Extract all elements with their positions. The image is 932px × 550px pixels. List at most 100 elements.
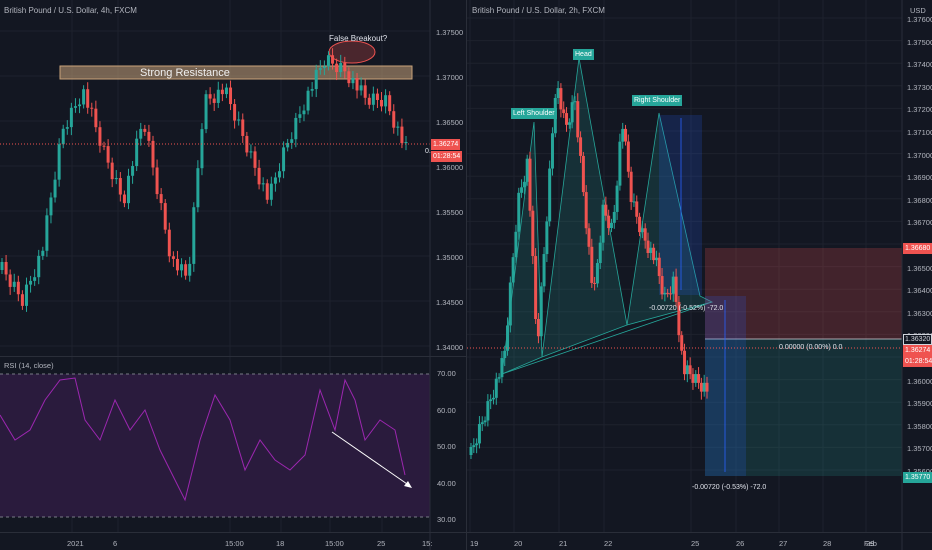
- candle-body: [306, 90, 310, 111]
- right-shoulder-label[interactable]: Right Shoulder: [632, 95, 683, 106]
- candle-body: [635, 201, 639, 217]
- candle-body: [127, 175, 131, 204]
- candle-body: [674, 276, 678, 302]
- candle-body: [671, 276, 675, 294]
- candle-body: [175, 258, 179, 271]
- candle-body: [480, 422, 484, 425]
- candle-body: [53, 179, 57, 198]
- candle-body: [500, 358, 504, 378]
- candle-body: [277, 171, 281, 178]
- candle-body: [375, 93, 379, 100]
- candle-body: [550, 133, 554, 169]
- candle-body: [159, 194, 163, 204]
- take-profit-zone[interactable]: [705, 339, 902, 476]
- candle-body: [638, 216, 642, 233]
- candle-body: [522, 181, 526, 188]
- left-price-chart[interactable]: [0, 0, 466, 550]
- candle-body: [380, 100, 384, 107]
- candle-body: [192, 207, 196, 264]
- left-last-price-tag: 1.36274: [431, 139, 461, 150]
- candle-body: [339, 62, 343, 73]
- pattern-height-box[interactable]: [659, 115, 702, 295]
- head-label[interactable]: Head: [573, 49, 594, 60]
- candle-body: [16, 281, 20, 295]
- head-and-shoulders-pattern[interactable]: [501, 57, 714, 375]
- candle-body: [98, 127, 102, 146]
- candle-body: [542, 254, 546, 287]
- target-projection-box[interactable]: [705, 296, 746, 476]
- left-time-tick: 15:: [422, 539, 433, 548]
- candle-body: [65, 127, 69, 129]
- candle-body: [233, 104, 237, 121]
- candle-body: [73, 106, 77, 108]
- rsi-tick: 60.00: [437, 405, 456, 415]
- candle-body: [78, 104, 82, 107]
- left-countdown-tag: 01:28:54: [431, 151, 463, 162]
- strong-resistance-label: Strong Resistance: [140, 67, 230, 79]
- candle-body: [646, 240, 650, 253]
- candle-body: [33, 277, 37, 281]
- right-price-tick: 1.36900: [907, 173, 932, 183]
- stop-loss-zone[interactable]: [705, 248, 902, 339]
- candle-body: [69, 107, 73, 128]
- candle-body: [545, 221, 549, 255]
- candle-body: [640, 228, 644, 233]
- right-price-chart[interactable]: [467, 0, 932, 550]
- measure-zero-label: 0.00000 (0.00%) 0.0: [779, 344, 843, 351]
- right-chart-pane[interactable]: British Pound / U.S. Dollar, 2h, FXCM US…: [466, 0, 932, 550]
- candle-body: [90, 107, 94, 109]
- false-breakout-ellipse[interactable]: [328, 40, 376, 64]
- candle-body: [565, 113, 569, 125]
- candle-body: [531, 210, 535, 257]
- candle-body: [139, 128, 143, 139]
- right-price-tick: 1.37200: [907, 105, 932, 115]
- candle-body: [249, 151, 253, 153]
- right-price-tick: 1.36300: [907, 308, 932, 318]
- candle-body: [483, 420, 487, 423]
- right-time-tick: 28: [823, 539, 832, 548]
- candle-body: [102, 145, 106, 147]
- candle-body: [590, 246, 594, 283]
- left-chart-pane[interactable]: British Pound / U.S. Dollar, 4h, FXCM St…: [0, 0, 466, 550]
- right-time-tick: 19: [470, 539, 479, 548]
- rsi-divergence-arrow[interactable]: [331, 431, 411, 487]
- arrow-head-icon: [404, 481, 412, 488]
- candle-body: [343, 62, 347, 72]
- rsi-pane-separator[interactable]: [0, 356, 466, 357]
- candle-body: [584, 192, 588, 229]
- candle-body: [216, 89, 220, 103]
- candle-body: [314, 69, 318, 90]
- candle-body: [86, 89, 90, 108]
- rsi-tick: 30.00: [437, 515, 456, 524]
- neckline[interactable]: [501, 301, 713, 375]
- left-shoulder-label[interactable]: Left Shoulder: [511, 108, 557, 119]
- strong-resistance-zone[interactable]: [59, 65, 413, 80]
- candle-body: [155, 167, 159, 195]
- candle-body: [392, 111, 396, 128]
- candle-body: [29, 280, 33, 285]
- candle-body: [184, 264, 188, 276]
- candle-body: [151, 140, 155, 168]
- candle-body: [367, 97, 371, 105]
- candle-body: [171, 256, 175, 259]
- candle-body: [347, 71, 351, 84]
- left-time-tick: 15:00: [325, 539, 344, 548]
- candle-body: [657, 257, 661, 277]
- candle-body: [559, 88, 563, 110]
- candle-body: [469, 447, 473, 455]
- right-price-tick: 1.35800: [907, 421, 932, 431]
- candle-body: [8, 274, 12, 287]
- candle-body: [508, 282, 512, 326]
- candle-body: [351, 78, 355, 84]
- candle-body: [241, 119, 245, 136]
- candle-body: [491, 397, 495, 400]
- candle-body: [180, 264, 184, 271]
- candle-body: [576, 101, 580, 138]
- right-price-tick: 1.37000: [907, 150, 932, 160]
- left-price-tick: 1.34000: [436, 343, 464, 352]
- candle-body: [294, 117, 298, 140]
- left-price-tick: 1.35500: [436, 208, 464, 217]
- candle-body: [261, 183, 265, 185]
- left-price-tick: 1.37500: [436, 28, 464, 37]
- candle-body: [37, 255, 41, 278]
